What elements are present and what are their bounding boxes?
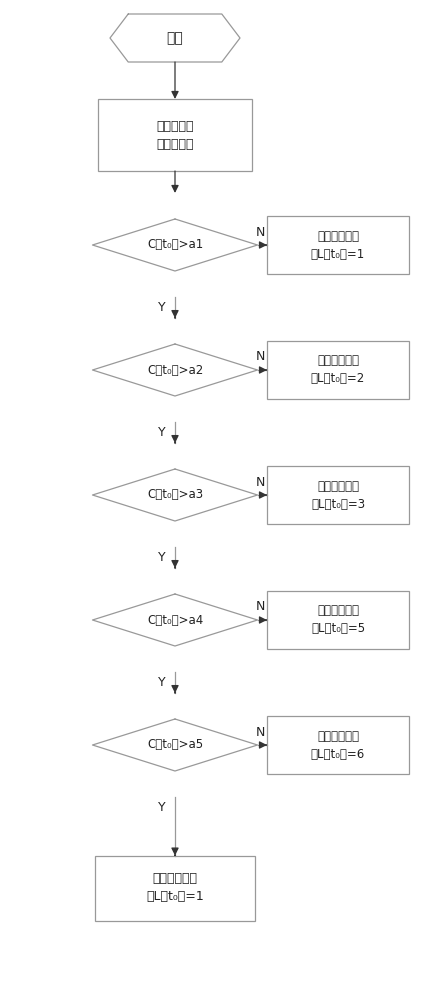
Text: Y: Y [158,801,166,814]
Text: C（t₀）>a4: C（t₀）>a4 [147,613,203,626]
Text: 开始: 开始 [167,31,184,45]
Bar [267,591,409,649]
Text: C（t₀）>a3: C（t₀）>a3 [147,488,203,502]
Text: 空气质量等级
値L（t₀）=2: 空气质量等级 値L（t₀）=2 [311,355,365,385]
Text: 空气质量等级
値L（t₀）=1: 空气质量等级 値L（t₀）=1 [311,230,365,260]
Text: N: N [256,351,265,363]
Text: C（t₀）>a1: C（t₀）>a1 [147,238,203,251]
Text: C（t₀）>a5: C（t₀）>a5 [147,738,203,752]
Bar [95,855,255,920]
Text: 空气质量等级
値L（t₀）=3: 空气质量等级 値L（t₀）=3 [311,480,365,510]
Text: N: N [256,600,265,613]
Text: Y: Y [158,676,166,689]
Text: 空气质量等级
値L（t₀）=5: 空气质量等级 値L（t₀）=5 [311,604,365,636]
Text: 空气质量等级
値L（t₀）=1: 空气质量等级 値L（t₀）=1 [146,872,204,904]
Text: 初始空气质
量等级计算: 初始空气质 量等级计算 [156,119,194,150]
Bar [267,716,409,774]
Text: N: N [256,726,265,738]
Text: N: N [256,226,265,238]
Bar [98,99,253,171]
Text: 空气质量等级
値L（t₀）=6: 空气质量等级 値L（t₀）=6 [311,730,365,761]
Text: C（t₀）>a2: C（t₀）>a2 [147,363,203,376]
Bar [267,216,409,274]
Bar [267,341,409,399]
Bar [267,466,409,524]
Text: Y: Y [158,426,166,439]
Text: Y: Y [158,301,166,314]
Text: N: N [256,476,265,488]
Text: Y: Y [158,551,166,564]
